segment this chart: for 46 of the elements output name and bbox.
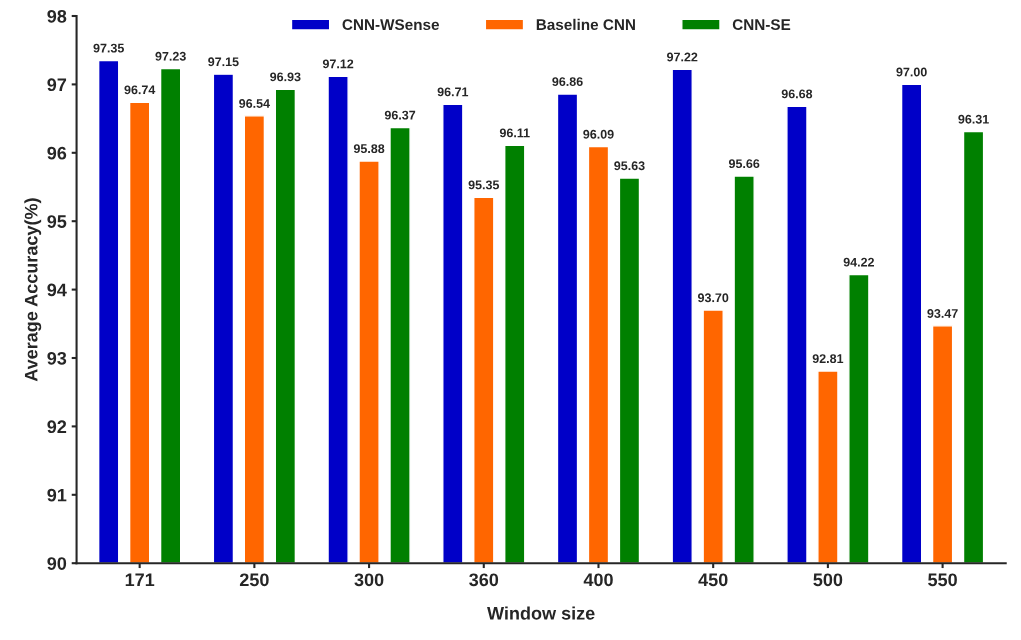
data-label: 96.86: [552, 77, 583, 87]
data-label: 97.12: [322, 59, 354, 69]
x-tick-label: 300: [354, 573, 384, 587]
y-tick-label: 91: [47, 488, 67, 502]
legend-label: CNN-SE: [732, 19, 791, 31]
data-label: 97.35: [93, 43, 124, 53]
data-label: 96.93: [270, 72, 301, 82]
data-label: 96.68: [781, 89, 813, 99]
data-label: 97.23: [155, 51, 186, 61]
data-label: 96.54: [239, 99, 270, 108]
y-tick-label: 94: [47, 283, 67, 297]
x-tick-label: 360: [469, 573, 499, 587]
y-tick-label: 90: [47, 557, 67, 570]
data-label: 93.70: [697, 293, 729, 303]
data-label: 94.22: [843, 257, 874, 267]
x-tick-label: 500: [813, 573, 843, 587]
data-label: 95.66: [728, 159, 760, 169]
y-tick-label: 93: [47, 351, 67, 365]
y-tick-label: 95: [47, 215, 67, 228]
x-tick-label: 250: [239, 573, 269, 587]
data-label: 97.15: [208, 57, 239, 67]
x-tick-label: 171: [125, 573, 155, 587]
data-label: 95.63: [614, 161, 645, 171]
data-label: 97.00: [896, 67, 927, 77]
data-label: 93.47: [927, 309, 958, 318]
data-label: 95.88: [353, 144, 385, 154]
y-tick-label: 97: [47, 78, 67, 92]
data-label: 96.37: [384, 110, 416, 120]
data-label: 95.35: [468, 180, 500, 190]
data-label: 96.74: [124, 85, 156, 95]
y-tick-label: 92: [47, 420, 67, 434]
x-tick-label: 450: [698, 573, 728, 587]
data-label: 96.09: [583, 129, 614, 139]
x-axis-title: Window size: [487, 606, 595, 620]
x-tick-label: 550: [928, 573, 957, 587]
data-label: 96.11: [499, 128, 530, 138]
y-axis-title: Average Accuracy(%): [24, 198, 42, 382]
legend-label: Baseline CNN: [536, 18, 635, 31]
x-tick-label: 400: [583, 573, 613, 587]
data-label: 96.71: [437, 87, 469, 97]
data-label: 97.22: [667, 52, 698, 62]
data-label: 92.81: [812, 354, 844, 364]
data-label: 96.31: [958, 114, 989, 124]
legend-label: CNN-WSense: [342, 19, 439, 31]
y-tick-label: 98: [47, 9, 67, 23]
y-tick-label: 96: [47, 146, 67, 160]
